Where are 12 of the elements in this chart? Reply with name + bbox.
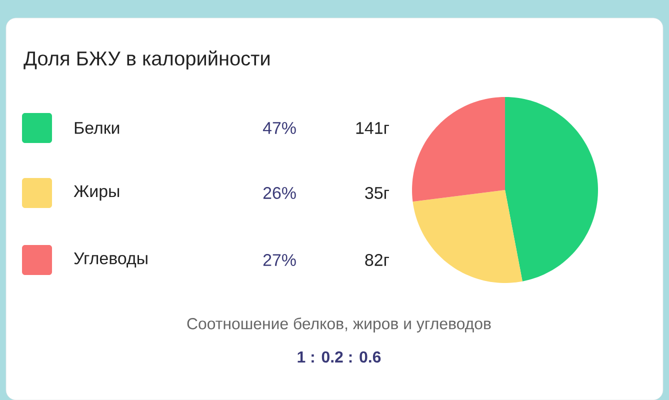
- text: Соотношение белков, жиров и углеводов: [187, 317, 491, 332]
- legend-label: Углеводы: [74, 252, 148, 268]
- legend-label: Жиры: [74, 185, 120, 200]
- text: 1 : 0.2 : 0.6: [298, 351, 381, 363]
- text: 35г: [365, 186, 389, 199]
- data-label: 47%: [262, 122, 296, 134]
- text: 82г: [365, 254, 389, 266]
- data-label: 27%: [263, 254, 296, 266]
- legend-label: Белки: [74, 122, 120, 134]
- chart-title: Доля БЖУ в калорийности: [24, 50, 270, 70]
- text: 141г: [356, 122, 389, 134]
- data-label: 26%: [263, 186, 296, 199]
